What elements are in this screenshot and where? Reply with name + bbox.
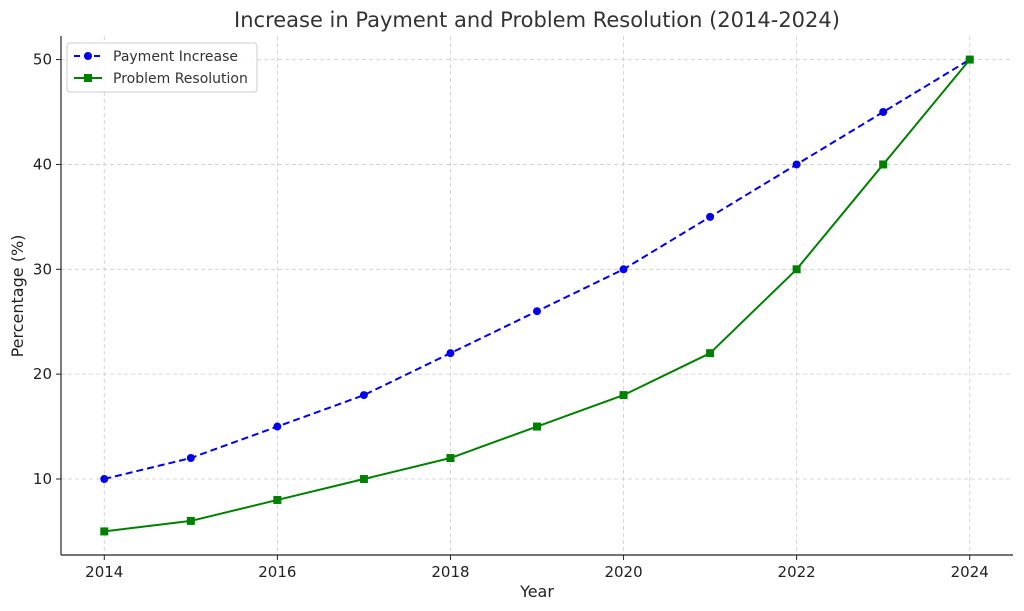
legend-label-problem-resolution: Problem Resolution bbox=[113, 71, 248, 87]
data-point-problem-resolution bbox=[792, 265, 801, 274]
x-axis-label: Year bbox=[519, 582, 554, 601]
legend-marker-payment-increase bbox=[84, 52, 92, 60]
data-point-problem-resolution bbox=[100, 527, 109, 536]
data-point-payment-increase bbox=[879, 108, 888, 117]
legend-box bbox=[66, 42, 258, 93]
y-tick-label: 50 bbox=[33, 51, 52, 69]
data-point-payment-increase bbox=[273, 422, 282, 431]
data-point-payment-increase bbox=[186, 454, 195, 463]
data-point-payment-increase bbox=[619, 265, 628, 274]
data-point-problem-resolution bbox=[619, 391, 628, 400]
x-tick-label: 2020 bbox=[604, 563, 642, 581]
y-axis-label: Percentage (%) bbox=[8, 235, 27, 358]
data-point-problem-resolution bbox=[186, 516, 195, 525]
data-point-problem-resolution bbox=[879, 160, 888, 169]
y-tick-label: 20 bbox=[33, 365, 52, 383]
grid-lines bbox=[61, 36, 1013, 555]
data-point-problem-resolution bbox=[533, 422, 541, 431]
data-point-problem-resolution bbox=[965, 55, 974, 64]
legend-label-payment-increase: Payment Increase bbox=[113, 49, 238, 65]
series-line-problem-resolution bbox=[104, 58, 971, 533]
y-ticks: 10 20 30 40 50 bbox=[33, 51, 61, 488]
data-point-problem-resolution bbox=[706, 349, 715, 358]
legend-marker-problem-resolution bbox=[84, 74, 92, 82]
x-tick-label: 2024 bbox=[951, 563, 989, 581]
y-tick-label: 10 bbox=[33, 470, 52, 488]
data-point-problem-resolution bbox=[273, 495, 282, 504]
data-point-payment-increase bbox=[792, 160, 801, 169]
legend: Payment Increase Problem Resolution bbox=[66, 42, 258, 93]
x-tick-label: 2018 bbox=[431, 563, 469, 581]
x-tick-label: 2022 bbox=[778, 563, 816, 581]
data-point-payment-increase bbox=[533, 307, 541, 316]
data-point-payment-increase bbox=[446, 349, 455, 358]
x-ticks: 2014 2016 2018 2020 2022 2024 bbox=[85, 555, 989, 581]
data-point-payment-increase bbox=[706, 212, 715, 221]
data-point-problem-resolution bbox=[359, 474, 368, 483]
series-problem-resolution bbox=[100, 55, 974, 536]
x-tick-label: 2014 bbox=[85, 563, 123, 581]
y-tick-label: 40 bbox=[33, 155, 52, 173]
y-tick-label: 30 bbox=[33, 260, 52, 278]
data-point-problem-resolution bbox=[446, 454, 455, 463]
x-tick-label: 2016 bbox=[258, 563, 296, 581]
series-layer bbox=[100, 55, 974, 536]
data-point-payment-increase bbox=[359, 391, 368, 400]
chart-title: Increase in Payment and Problem Resoluti… bbox=[234, 8, 840, 32]
data-point-payment-increase bbox=[100, 474, 109, 483]
